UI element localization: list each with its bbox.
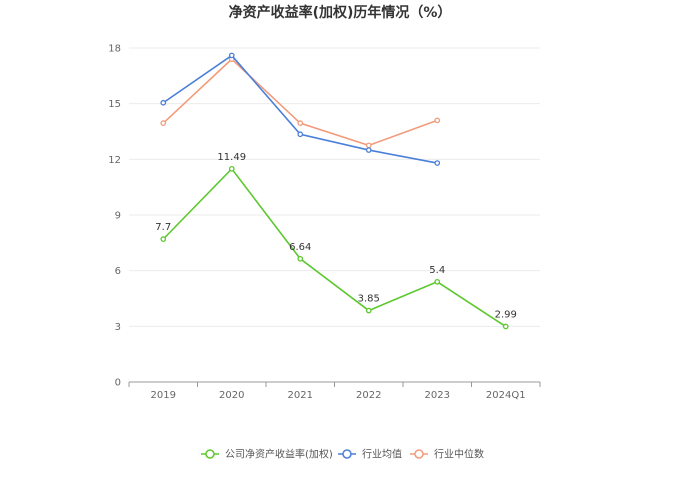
- legend-item-0: 公司净资产收益率(加权): [201, 448, 333, 461]
- x-tick-label: 2020: [219, 390, 244, 401]
- data-labels: 7.7 11.49 6.64 3.85 5.4 2.99: [155, 152, 517, 321]
- series-layer: [160, 52, 509, 330]
- data-label: 2.99: [495, 310, 517, 321]
- y-tick-label: 15: [108, 99, 121, 110]
- data-point: [502, 323, 509, 330]
- y-tick-label: 6: [115, 266, 121, 277]
- x-tick-label: 2024Q1: [486, 390, 526, 401]
- data-label: 6.64: [289, 242, 311, 253]
- data-point: [160, 236, 167, 242]
- data-point: [160, 120, 167, 127]
- series-line-0: [162, 167, 507, 328]
- x-tick-label: 2019: [151, 390, 176, 401]
- data-point: [160, 99, 167, 106]
- y-tick-label: 0: [115, 378, 121, 389]
- data-point: [365, 307, 372, 314]
- series-1: [160, 52, 441, 166]
- data-point: [434, 117, 441, 124]
- data-point: [297, 131, 304, 138]
- x-tick-label: 2021: [288, 390, 313, 401]
- series-line-1: [162, 54, 438, 164]
- data-label: 11.49: [217, 152, 246, 163]
- x-tick-label: 2023: [425, 390, 450, 401]
- data-label: 7.7: [155, 222, 171, 233]
- chart-title: 净资产收益率(加权)历年情况（%）: [229, 4, 452, 21]
- y-tick-label: 18: [108, 44, 121, 55]
- axes: 0 3 6 9 12 15 18 2019 2020 2021 2022 2023 2024Q1: [108, 44, 541, 401]
- legend-marker: [414, 449, 424, 459]
- legend-label: 行业均值: [362, 448, 402, 461]
- legend-marker: [205, 449, 215, 459]
- x-tick-label: 2022: [356, 390, 381, 401]
- data-label: 5.4: [429, 265, 445, 276]
- data-point: [434, 278, 441, 285]
- legend-item-1: 行业均值: [338, 448, 402, 461]
- legend-item-2: 行业中位数: [410, 448, 484, 461]
- y-tick-label: 9: [115, 211, 121, 222]
- y-tick-label: 12: [108, 155, 121, 166]
- legend-marker: [342, 449, 352, 459]
- data-label: 3.85: [358, 294, 380, 305]
- data-point: [297, 255, 304, 262]
- data-point: [297, 120, 304, 127]
- data-point: [365, 147, 372, 153]
- data-point: [228, 165, 235, 172]
- series-2: [160, 56, 441, 149]
- legend-label: 行业中位数: [434, 448, 484, 461]
- legend-label: 公司净资产收益率(加权): [225, 448, 333, 461]
- data-point: [228, 52, 235, 59]
- series-0: [160, 165, 509, 330]
- data-point: [365, 142, 372, 149]
- gridlines: [129, 47, 540, 327]
- y-tick-label: 3: [115, 322, 121, 333]
- data-point: [434, 160, 441, 166]
- legend: 公司净资产收益率(加权) 行业均值 行业中位数: [201, 448, 484, 461]
